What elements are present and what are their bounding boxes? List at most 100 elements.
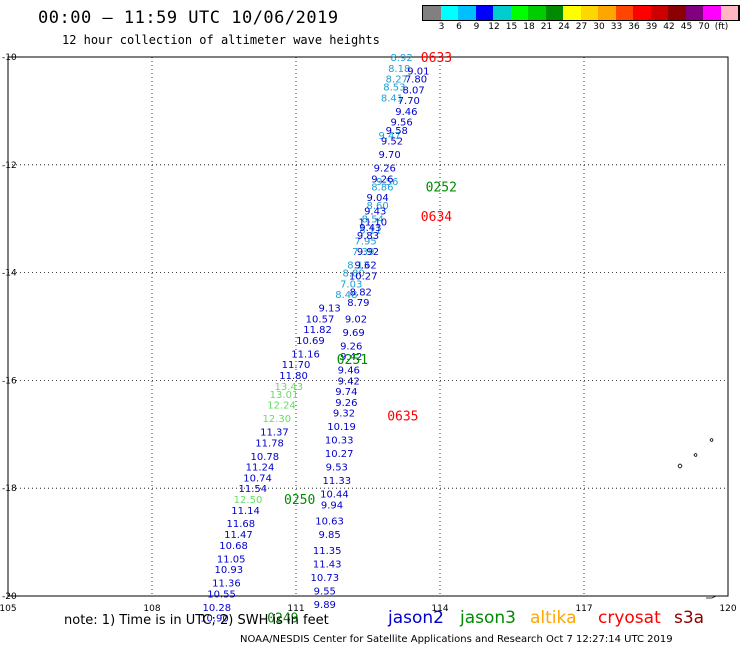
wave-height-value: 9.89 bbox=[314, 600, 336, 611]
coast-outline bbox=[706, 595, 722, 599]
wave-height-value: 11.14 bbox=[231, 506, 260, 517]
island-outline bbox=[693, 453, 698, 457]
wave-height-value: 9.52 bbox=[381, 137, 403, 148]
wave-height-value: 12.30 bbox=[262, 414, 291, 425]
wave-height-value: 8.48 bbox=[335, 290, 357, 301]
wave-height-value: 9.26 bbox=[371, 174, 393, 185]
wave-height-value: 10.27 bbox=[325, 449, 354, 460]
wave-height-value: 10.57 bbox=[306, 314, 335, 325]
legend-swatch bbox=[685, 6, 703, 20]
wave-height-value: 10.63 bbox=[315, 517, 344, 528]
pass-time-label: 0633 bbox=[421, 51, 452, 66]
wave-height-value: 9.43 bbox=[359, 223, 381, 234]
wave-height-value: 9.02 bbox=[345, 314, 367, 325]
wave-height-value: 10.69 bbox=[296, 336, 325, 347]
wave-height-value: 9.83 bbox=[357, 231, 379, 242]
wave-height-value: 8.07 bbox=[402, 85, 424, 96]
lat-tick-label: -12 bbox=[2, 161, 17, 171]
wave-height-value: 11.47 bbox=[224, 530, 253, 541]
pass-time-label: 0250 bbox=[284, 493, 315, 508]
lon-tick-label: 117 bbox=[575, 604, 592, 614]
wave-height-value: 9.62 bbox=[354, 261, 376, 272]
wave-height-value: 12.50 bbox=[234, 495, 263, 506]
pass-time-label: 0634 bbox=[421, 210, 452, 225]
legend-label: 18 bbox=[523, 22, 535, 32]
wave-height-value: 12.24 bbox=[267, 401, 296, 412]
wave-height-value: 11.16 bbox=[291, 349, 320, 360]
satellite-legend-item: s3a bbox=[674, 608, 705, 628]
wave-height-value: 11.54 bbox=[238, 484, 267, 495]
wave-height-value: 9.26 bbox=[335, 398, 357, 409]
legend-label: 33 bbox=[610, 22, 623, 32]
wave-height-value: 9.94 bbox=[321, 500, 343, 511]
lat-tick-label: -14 bbox=[2, 269, 17, 279]
legend-label: 39 bbox=[645, 22, 658, 32]
satellite-legend-item: altika bbox=[530, 608, 577, 628]
legend-label: (ft) bbox=[714, 22, 729, 32]
legend-label: 42 bbox=[663, 22, 675, 32]
wave-height-value: 7.95 bbox=[354, 236, 376, 247]
wave-height-value: 9.70 bbox=[378, 150, 400, 161]
wave-height-value: 8.41 bbox=[381, 93, 403, 104]
wave-height-value: 10.27 bbox=[349, 271, 378, 282]
legend-label: 3 bbox=[438, 22, 445, 32]
legend-swatch bbox=[580, 6, 598, 20]
wave-height-value: 11.43 bbox=[313, 560, 342, 571]
wave-height-value: 9.85 bbox=[318, 530, 340, 541]
wave-height-value: 9.55 bbox=[314, 587, 336, 598]
wave-height-value: 11.36 bbox=[212, 579, 241, 590]
lat-tick-label: -18 bbox=[2, 484, 17, 494]
color-scale-legend bbox=[422, 5, 740, 21]
legend-label: 6 bbox=[456, 22, 462, 32]
lon-tick-label: 108 bbox=[143, 604, 160, 614]
lon-tick-label: 105 bbox=[0, 604, 17, 614]
wave-height-value: 9.13 bbox=[318, 304, 340, 315]
wave-height-value: 9.32 bbox=[333, 409, 355, 420]
legend-swatch bbox=[510, 6, 528, 20]
pass-time-label: 0635 bbox=[387, 409, 418, 424]
wave-height-value: 9.46 bbox=[338, 366, 360, 377]
wave-height-value: 9.47 bbox=[378, 131, 400, 142]
wave-height-value: 11.33 bbox=[322, 476, 351, 487]
legend-swatch bbox=[475, 6, 493, 20]
wave-height-value: 9.42 bbox=[338, 376, 360, 387]
wave-height-value: 11.78 bbox=[255, 438, 284, 449]
wave-height-value: 10.73 bbox=[310, 573, 339, 584]
wave-height-value: 9.42 bbox=[340, 352, 362, 363]
legend-label: 45 bbox=[680, 22, 693, 32]
wave-height-value: 7.80 bbox=[405, 75, 427, 86]
wave-height-value: 8.13 bbox=[347, 261, 369, 272]
wave-height-value: 9.53 bbox=[326, 463, 348, 474]
legend-swatch bbox=[423, 6, 441, 20]
chart-subtitle: 12 hour collection of altimeter wave hei… bbox=[62, 33, 380, 47]
legend-label: 30 bbox=[593, 22, 605, 32]
wave-height-value: 9.43 bbox=[364, 207, 386, 218]
wave-height-value: 11.24 bbox=[246, 463, 275, 474]
wave-height-value: 11.82 bbox=[303, 325, 332, 336]
wave-height-value: 8.79 bbox=[347, 298, 369, 309]
lat-tick-label: -10 bbox=[2, 53, 17, 63]
legend-label: 15 bbox=[505, 22, 518, 32]
wave-height-value: 8.53 bbox=[383, 83, 405, 94]
wave-height-value: 10.90 bbox=[200, 614, 229, 625]
wave-height-value: 10.68 bbox=[219, 541, 248, 552]
lon-tick-label: 114 bbox=[431, 604, 448, 614]
wave-height-value: 11.68 bbox=[226, 519, 255, 530]
legend-swatch bbox=[615, 6, 633, 20]
wave-height-value: 10.55 bbox=[207, 589, 236, 600]
wave-height-value: 9.46 bbox=[395, 107, 417, 118]
wave-height-value: 9.92 bbox=[357, 247, 379, 258]
legend-swatch bbox=[458, 6, 476, 20]
wave-height-value: 10.74 bbox=[243, 473, 272, 484]
wave-height-value: 9.58 bbox=[386, 126, 408, 137]
pass-time-label: 0252 bbox=[426, 180, 457, 195]
satellite-legend-item: cryosat bbox=[598, 608, 661, 628]
island-outline bbox=[677, 463, 683, 469]
wave-height-value: 13.01 bbox=[270, 390, 299, 401]
color-scale-labels: 3 6 9 12 15 18 21 24 27 30 33 36 39 42 45 70 (ft) bbox=[422, 22, 740, 34]
wave-height-value: 9.26 bbox=[340, 341, 362, 352]
legend-swatch bbox=[650, 6, 668, 20]
wave-height-value: 10.78 bbox=[250, 452, 279, 463]
wave-height-value: 11.80 bbox=[279, 371, 308, 382]
